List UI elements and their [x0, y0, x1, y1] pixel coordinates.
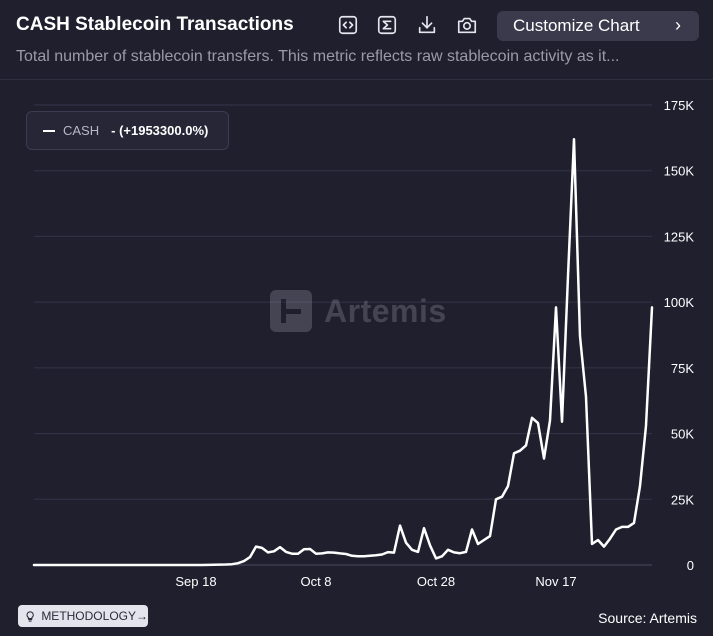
chevron-right-icon: ›	[675, 15, 681, 35]
x-tick-label: Nov 17	[535, 574, 576, 589]
lightbulb-icon	[26, 610, 34, 622]
grid-lines	[34, 104, 652, 566]
methodology-label: METHODOLOGY	[41, 609, 136, 623]
source-label: Source: Artemis	[598, 610, 697, 626]
y-tick-label: 150K	[664, 164, 695, 179]
watermark-text: Artemis	[324, 292, 447, 329]
methodology-button[interactable]: METHODOLOGY →	[18, 605, 148, 627]
artemis-logo-icon	[270, 290, 312, 332]
x-axis-ticks: Sep 18 Oct 8 Oct 28 Nov 17	[175, 574, 576, 589]
x-tick-label: Oct 8	[300, 574, 331, 589]
y-tick-label: 125K	[664, 229, 695, 244]
y-tick-label: 50K	[671, 427, 694, 442]
chart-area: 0 25K 50K 75K 100K 125K 150K 175K Sep 18 Oct 8 Oc…	[0, 80, 713, 600]
y-tick-label: 175K	[664, 98, 695, 113]
y-tick-label: 0	[687, 558, 694, 573]
y-tick-label: 100K	[664, 295, 695, 310]
legend-series-value: - (+1953300.0%)	[111, 123, 209, 138]
line-chart: 0 25K 50K 75K 100K 125K 150K 175K Sep 18 Oct 8 Oc…	[32, 98, 695, 589]
camera-icon[interactable]	[454, 12, 480, 38]
customize-chart-button[interactable]: Customize Chart ›	[497, 11, 699, 41]
chart-header: CASH Stablecoin Transactions Customize C…	[0, 0, 713, 80]
x-tick-label: Sep 18	[175, 574, 216, 589]
chart-title: CASH Stablecoin Transactions	[16, 14, 294, 35]
x-tick-label: Oct 28	[417, 574, 455, 589]
series-line-cash[interactable]	[32, 137, 654, 567]
chart-subtitle: Total number of stablecoin transfers. Th…	[16, 48, 620, 65]
customize-chart-label: Customize Chart	[513, 16, 640, 35]
artemis-watermark: Artemis	[270, 290, 447, 332]
series-lines	[32, 137, 654, 567]
legend-swatch	[43, 129, 55, 132]
y-tick-label: 25K	[671, 492, 694, 507]
arrow-right-icon: →	[136, 609, 148, 623]
download-icon[interactable]	[414, 12, 440, 38]
y-axis-ticks: 0 25K 50K 75K 100K 125K 150K 175K	[664, 98, 695, 573]
sigma-icon[interactable]	[374, 12, 400, 38]
chart-legend[interactable]: CASH - (+1953300.0%)	[26, 111, 229, 150]
embed-code-icon[interactable]	[335, 12, 361, 38]
y-tick-label: 75K	[671, 361, 694, 376]
legend-series-name: CASH	[63, 123, 100, 138]
